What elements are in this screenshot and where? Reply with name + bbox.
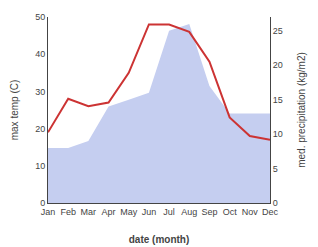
svg-text:med. precipitation (kg/m2): med. precipitation (kg/m2) (296, 52, 307, 168)
svg-text:Aug: Aug (181, 207, 197, 217)
svg-text:May: May (120, 207, 138, 217)
svg-text:30: 30 (35, 87, 45, 97)
svg-text:Jul: Jul (163, 207, 175, 217)
svg-text:Mar: Mar (81, 207, 97, 217)
svg-text:10: 10 (35, 161, 45, 171)
svg-text:0: 0 (40, 198, 45, 208)
svg-text:50: 50 (35, 12, 45, 22)
svg-text:20: 20 (273, 60, 283, 70)
svg-text:0: 0 (273, 198, 278, 208)
svg-text:15: 15 (273, 95, 283, 105)
svg-text:Apr: Apr (102, 207, 116, 217)
svg-text:40: 40 (35, 49, 45, 59)
svg-text:25: 25 (273, 26, 283, 36)
svg-text:Nov: Nov (242, 207, 259, 217)
svg-text:Oct: Oct (223, 207, 238, 217)
svg-text:20: 20 (35, 124, 45, 134)
svg-text:max temp (C): max temp (C) (9, 80, 20, 141)
svg-text:5: 5 (273, 164, 278, 174)
svg-text:Feb: Feb (60, 207, 76, 217)
svg-text:Sep: Sep (201, 207, 217, 217)
svg-text:Jan: Jan (41, 207, 56, 217)
svg-text:date (month): date (month) (129, 234, 190, 245)
svg-text:10: 10 (273, 129, 283, 139)
svg-text:Dec: Dec (262, 207, 279, 217)
svg-text:Jun: Jun (142, 207, 157, 217)
